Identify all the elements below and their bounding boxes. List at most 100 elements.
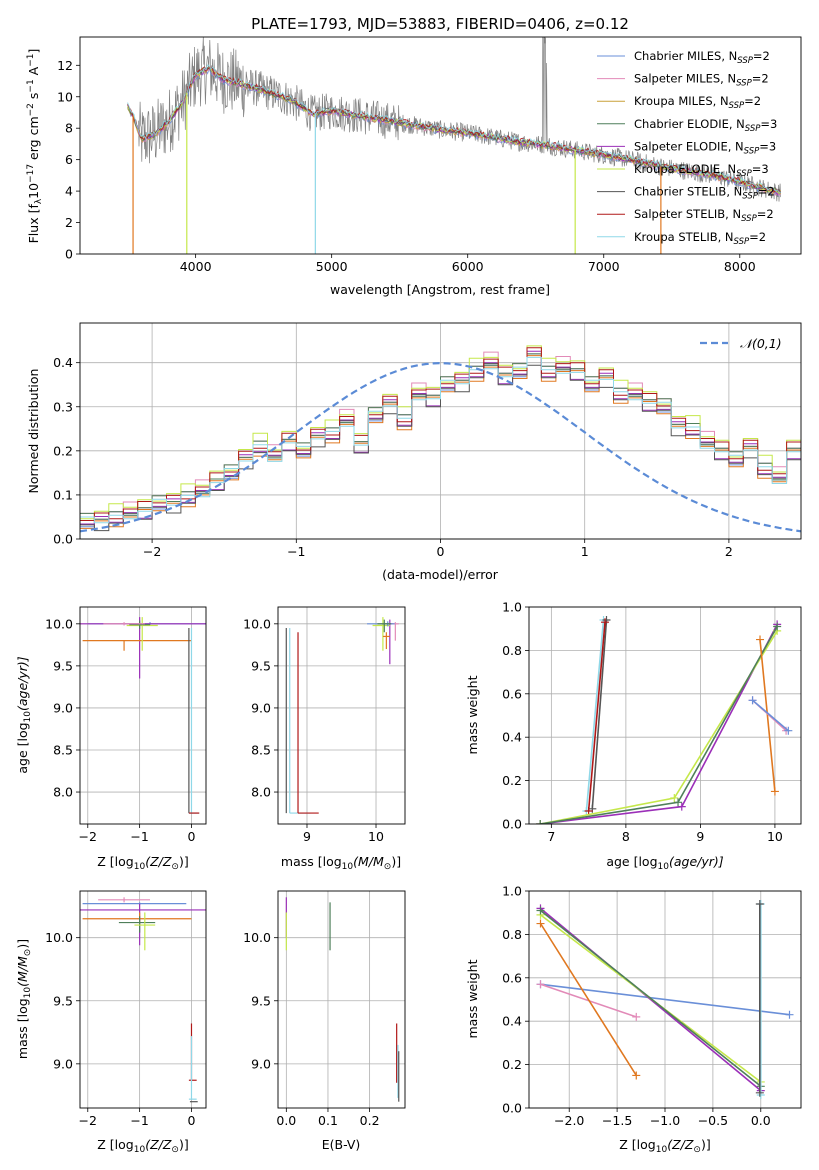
weight-marker xyxy=(677,802,686,811)
grid xyxy=(80,891,206,1108)
plot-area xyxy=(285,617,399,814)
weight-line xyxy=(585,619,605,812)
x-axis-label: E(B-V) xyxy=(322,1137,361,1152)
residuals-panel: −2 −1 0 1 2 0.0 0.1 0.2 0.3 0.4 (data-model)/error… xyxy=(26,322,802,582)
y-tick-label: 9.0 xyxy=(251,1056,271,1071)
xlabel-label-close: )] xyxy=(701,1137,711,1152)
y-tick-label: 0.0 xyxy=(502,817,522,832)
xlabel-label: Z [log10(Z/Z⊙)] xyxy=(619,1137,710,1155)
legend-name: Chabrier MILES, N xyxy=(634,49,737,63)
axes-frame xyxy=(528,890,802,1109)
y-label-part: −1 xyxy=(26,54,36,67)
legend-name: Salpeter ELODIE, N xyxy=(634,139,744,153)
plot-area xyxy=(285,897,400,1102)
xlabel-label-main: Z [log xyxy=(619,1137,655,1152)
weight-marker xyxy=(748,696,757,705)
x-tick-label: 0.2 xyxy=(360,1113,380,1128)
xlabel-label-close: )] xyxy=(179,854,189,869)
axes-frame xyxy=(277,890,406,1109)
x-tick-label: 8 xyxy=(622,829,630,844)
x-tick-label: −2.0 xyxy=(554,1113,584,1128)
x-tick-label: 0 xyxy=(188,1113,196,1128)
normal-curve xyxy=(80,361,801,533)
y-tick-label: 10.0 xyxy=(243,930,271,945)
weight-line xyxy=(539,907,762,1092)
legend-sub: SSP xyxy=(736,79,752,89)
xlabel-label-sun: ⊙ xyxy=(171,1145,179,1155)
legend-label: Chabrier STELIB, NSSP=2 xyxy=(634,185,775,202)
axes-frame xyxy=(79,36,802,255)
legend-name: Kroupa ELODIE, N xyxy=(634,162,736,176)
residual-histogram xyxy=(80,356,801,539)
xlabel-label-subscript: 10 xyxy=(134,1145,146,1155)
x-tick-label: 6000 xyxy=(452,259,484,274)
grid xyxy=(278,891,405,1108)
x-axis-label: wavelength [Angstrom, rest frame] xyxy=(330,282,550,297)
y-tick-label: 1.0 xyxy=(502,600,522,615)
x-tick-label: −1.5 xyxy=(602,1113,632,1128)
legend-nssp: =3 xyxy=(760,117,777,131)
y-tick-label: 0.8 xyxy=(502,643,522,658)
legend-nssp: =2 xyxy=(749,230,766,244)
legend-nssp: =2 xyxy=(753,49,770,63)
model-spectrum xyxy=(127,64,781,193)
y-tick-label: 0.6 xyxy=(502,686,522,701)
spectrum-panel: 4000 5000 6000 7000 8000 0 2 4 6 8 10 12 PLATE=1793,… xyxy=(26,15,802,297)
legend-label: Kroupa MILES, NSSP=2 xyxy=(634,94,761,111)
weight-marker xyxy=(770,787,779,796)
x-tick-label: 0.0 xyxy=(276,1113,296,1128)
y-tick-label: 10.0 xyxy=(45,616,73,631)
y-label-part: Flux [f xyxy=(26,204,41,244)
xlabel-label-close: )] xyxy=(179,1137,189,1152)
legend-label: Chabrier ELODIE, NSSP=3 xyxy=(634,117,777,134)
y-tick-label: 0.1 xyxy=(53,487,73,502)
y-axis-label: Flux [fλ10−17 erg cm−2 s−1 A−1] xyxy=(26,49,44,244)
y-tick-label: 4 xyxy=(65,184,73,199)
x-tick-label: −1.0 xyxy=(650,1113,680,1128)
weight-marker xyxy=(632,1012,641,1021)
xlabel-label-subscript: 10 xyxy=(342,862,354,872)
weight-marker xyxy=(601,618,610,627)
x-tick-label: 1 xyxy=(581,544,589,559)
weight-marker xyxy=(674,798,683,807)
xlabel-label-main: age [log xyxy=(606,854,657,869)
xlabel-label-subscript: 10 xyxy=(658,862,670,872)
ylabel-label: age [log10(age/yr)] xyxy=(15,656,33,773)
ylabel-label-rest: (M/M xyxy=(15,956,30,987)
legend-name: Salpeter MILES, N xyxy=(634,72,736,86)
weight-line xyxy=(587,622,606,812)
legend-nssp: =2 xyxy=(758,185,775,199)
legend-sub: SSP xyxy=(745,124,761,134)
legend-nssp: =3 xyxy=(752,162,769,176)
ylabel-label: mass [log10(M/M⊙)] xyxy=(15,939,33,1059)
x-tick-label: 0.0 xyxy=(751,1113,771,1128)
weight-marker xyxy=(773,622,782,631)
x-tick-label: 7 xyxy=(547,829,555,844)
residual-histogram xyxy=(80,345,801,539)
ylabel-label-subscript: 10 xyxy=(23,711,33,723)
weight-line xyxy=(540,626,778,824)
weight-marker xyxy=(784,726,793,735)
mass-vs-extinction-panel: 0.0 0.1 0.2 9.0 9.5 10.0 E(B-V) xyxy=(243,890,406,1152)
x-tick-label: 0 xyxy=(437,544,445,559)
legend-nssp: =2 xyxy=(744,94,761,108)
grid xyxy=(80,607,206,824)
x-tick-label: −1 xyxy=(130,829,148,844)
legend-name: Salpeter STELIB, N xyxy=(634,207,741,221)
legend-name: Chabrier STELIB, N xyxy=(634,185,742,199)
legend-sub: SSP xyxy=(737,56,753,66)
y-tick-label: 9.5 xyxy=(251,993,271,1008)
residual-histogram xyxy=(80,347,801,539)
mass-vs-metallicity-panel: −2 −1 09.09.510.0Z [log10(Z/Z⊙)]mass [log1… xyxy=(15,890,207,1155)
x-tick-label: 2 xyxy=(725,544,733,559)
weight-marker xyxy=(632,1071,641,1080)
x-tick-label: 10 xyxy=(368,829,384,844)
y-tick-label: 0.0 xyxy=(53,532,73,547)
legend-label: Kroupa STELIB, NSSP=2 xyxy=(634,230,766,247)
xlabel-label: Z [log10(Z/Z⊙)] xyxy=(97,854,188,872)
ylabel-label-close: )] xyxy=(15,939,30,949)
xlabel-label-main: mass [log xyxy=(281,854,342,869)
weight-marker xyxy=(536,980,545,989)
weight-line xyxy=(759,639,776,792)
x-tick-label: 0.1 xyxy=(318,1113,338,1128)
